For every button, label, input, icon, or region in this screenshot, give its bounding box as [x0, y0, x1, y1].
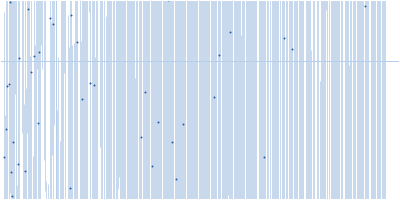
- Point: [216, 54, 222, 57]
- Point: [155, 120, 161, 124]
- Point: [172, 178, 179, 181]
- Point: [28, 71, 35, 74]
- Point: [361, 5, 368, 8]
- Point: [4, 85, 11, 88]
- Point: [47, 16, 53, 19]
- Point: [5, 83, 12, 86]
- Point: [6, 0, 13, 4]
- Point: [50, 22, 56, 25]
- Point: [16, 56, 23, 60]
- Point: [211, 95, 217, 98]
- Point: [165, 0, 171, 2]
- Point: [90, 83, 97, 86]
- Point: [3, 127, 10, 131]
- Point: [30, 55, 37, 58]
- Point: [180, 122, 186, 126]
- Point: [78, 98, 85, 101]
- Point: [261, 155, 267, 158]
- Point: [148, 164, 155, 167]
- Point: [13, 0, 20, 1]
- Point: [138, 135, 144, 138]
- Point: [289, 47, 296, 51]
- Point: [35, 122, 41, 125]
- Point: [66, 187, 73, 190]
- Point: [68, 13, 74, 17]
- Point: [22, 170, 28, 173]
- Point: [142, 90, 148, 93]
- Point: [169, 140, 176, 143]
- Point: [87, 81, 94, 85]
- Point: [9, 195, 15, 198]
- Point: [10, 140, 16, 143]
- Point: [25, 7, 32, 10]
- Point: [8, 171, 14, 174]
- Point: [15, 162, 22, 166]
- Point: [74, 40, 80, 44]
- Point: [280, 36, 287, 39]
- Point: [36, 50, 42, 54]
- Point: [1, 156, 7, 159]
- Point: [227, 30, 234, 33]
